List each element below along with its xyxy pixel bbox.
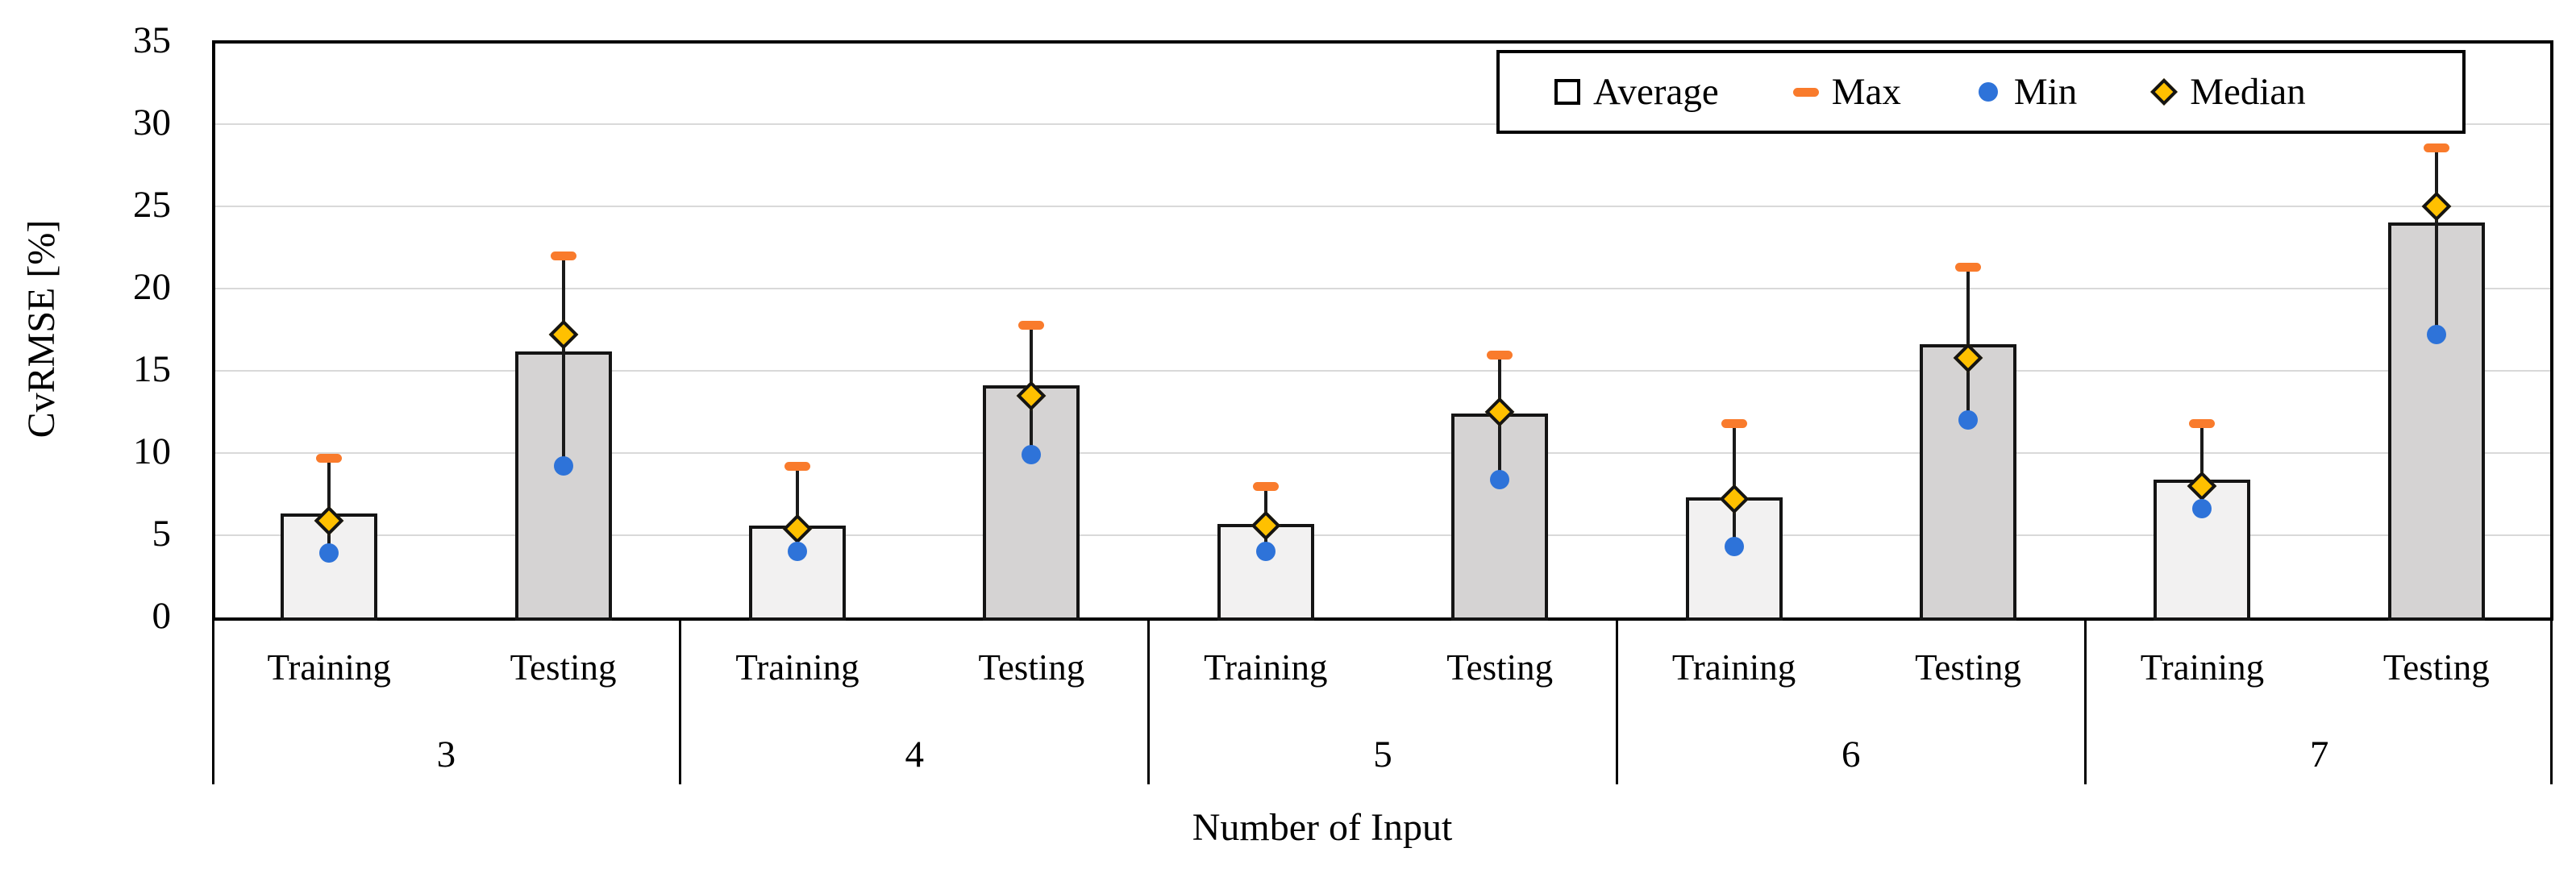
category-label-training-3: Training xyxy=(267,647,391,688)
category-label-testing-5: Testing xyxy=(1446,647,1554,688)
gridline-30 xyxy=(215,123,2550,125)
legend-label-min: Min xyxy=(2013,71,2078,113)
category-label-training-6: Training xyxy=(1671,647,1796,688)
max-marker-testing-4 xyxy=(1018,320,1045,330)
max-marker-testing-5 xyxy=(1487,350,1513,360)
category-label-training-7: Training xyxy=(2140,647,2265,688)
group-label-5: 5 xyxy=(1373,734,1392,775)
legend-item-median: Median xyxy=(2148,72,2306,112)
legend-label-max: Max xyxy=(1831,71,1901,113)
y-tick-15: 15 xyxy=(133,348,171,390)
y-tick-20: 20 xyxy=(133,266,171,308)
max-marker-testing-7 xyxy=(2423,143,2449,152)
whisker-testing-3 xyxy=(561,256,565,467)
group-separator-0 xyxy=(679,619,682,784)
min-marker-testing-3 xyxy=(553,456,573,476)
plot-area xyxy=(212,40,2553,621)
group-label-4: 4 xyxy=(905,734,924,775)
max-marker-training-4 xyxy=(784,462,810,472)
gridline-5 xyxy=(215,534,2550,536)
min-marker-training-6 xyxy=(1724,537,1744,557)
max-marker-training-7 xyxy=(2189,419,2216,429)
category-label-training-4: Training xyxy=(735,647,859,688)
group-separator-1 xyxy=(1147,619,1151,784)
whisker-training-7 xyxy=(2200,423,2204,509)
max-marker-training-3 xyxy=(316,454,343,464)
legend-label-median: Median xyxy=(2190,71,2306,113)
gridline-20 xyxy=(215,288,2550,289)
min-marker-training-3 xyxy=(319,543,339,563)
whisker-testing-7 xyxy=(2434,147,2438,335)
group-separator-left xyxy=(212,619,214,784)
category-label-testing-3: Testing xyxy=(510,647,617,688)
gridline-25 xyxy=(215,206,2550,207)
max-marker-training-6 xyxy=(1721,419,1747,429)
whisker-training-4 xyxy=(796,466,799,552)
min-marker-testing-7 xyxy=(2426,325,2446,345)
category-label-training-5: Training xyxy=(1204,647,1328,688)
y-axis-title: CvRMSE [%] xyxy=(20,219,63,439)
category-label-testing-4: Testing xyxy=(978,647,1085,688)
min-marker-training-4 xyxy=(788,542,807,562)
group-label-6: 6 xyxy=(1841,734,1861,775)
hollow-square-icon xyxy=(1551,76,1583,108)
group-label-3: 3 xyxy=(436,734,456,775)
y-tick-30: 30 xyxy=(133,102,171,143)
min-marker-training-7 xyxy=(2192,499,2212,519)
y-tick-5: 5 xyxy=(152,513,172,555)
gold-diamond-icon-shape xyxy=(2150,78,2179,106)
legend-item-average: Average xyxy=(1551,72,1719,112)
gold-diamond-icon xyxy=(2148,76,2180,108)
group-separator-3 xyxy=(2083,619,2087,784)
min-marker-training-5 xyxy=(1255,542,1276,562)
blue-dot-icon-shape xyxy=(1978,82,1998,102)
legend-label-average: Average xyxy=(1593,71,1719,113)
min-marker-testing-6 xyxy=(1958,410,1978,430)
category-label-testing-6: Testing xyxy=(1915,647,2021,688)
max-marker-training-5 xyxy=(1252,481,1279,491)
max-marker-testing-3 xyxy=(550,252,576,261)
y-tick-35: 35 xyxy=(133,19,171,61)
group-separator-4 xyxy=(2550,619,2553,784)
group-separator-2 xyxy=(1615,619,1618,784)
gridline-15 xyxy=(215,370,2550,372)
min-marker-testing-5 xyxy=(1490,469,1510,489)
orange-dash-icon xyxy=(1790,76,1822,108)
y-tick-25: 25 xyxy=(133,184,171,226)
legend-item-max: Max xyxy=(1790,72,1901,112)
max-marker-testing-6 xyxy=(1955,263,1981,272)
x-axis-title: Number of Input xyxy=(1192,806,1453,849)
hollow-square-icon-shape xyxy=(1554,79,1580,105)
legend-item-min: Min xyxy=(1972,72,2077,112)
gridline-10 xyxy=(215,452,2550,454)
group-label-7: 7 xyxy=(2309,734,2329,775)
category-label-testing-7: Testing xyxy=(2382,647,2490,688)
y-tick-0: 0 xyxy=(152,595,172,637)
y-tick-10: 10 xyxy=(133,430,171,472)
blue-dot-icon xyxy=(1972,76,2004,108)
min-marker-testing-4 xyxy=(1022,445,1042,465)
orange-dash-icon-shape xyxy=(1792,87,1819,97)
legend: Average Max Min Median xyxy=(1496,50,2466,134)
